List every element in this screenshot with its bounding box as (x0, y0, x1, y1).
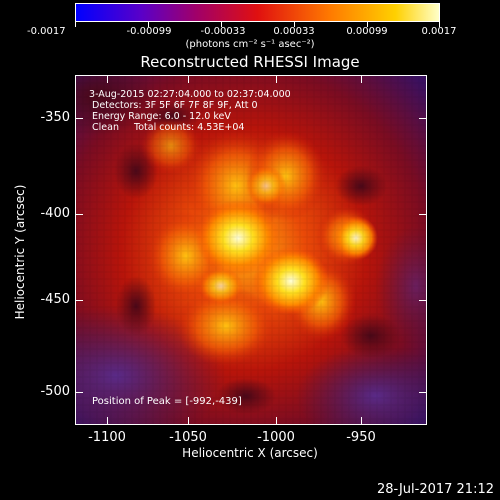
timestamp: 28-Jul-2017 21:12 (376, 482, 494, 497)
y-tick (75, 392, 83, 393)
y-tick-label: -500 (40, 384, 70, 399)
y-tick (75, 300, 83, 301)
x-tick (276, 417, 277, 425)
colorbar-tick (221, 22, 222, 27)
x-tick (107, 75, 108, 83)
x-tick-label: -950 (346, 430, 376, 445)
plot-title: Reconstructed RHESSI Image (140, 53, 360, 71)
rhessi-image (75, 75, 427, 425)
peak-position-annotation: Position of Peak = [-992,-439] (92, 396, 242, 407)
colorbar-gradient (76, 4, 439, 21)
clean-annotation: Clean Total counts: 4.53E+04 (92, 122, 245, 133)
y-axis-label: Heliocentric Y (arcsec) (13, 184, 27, 320)
colorbar-tick-label: 0.00033 (273, 26, 315, 37)
x-tick-label: -1000 (257, 430, 295, 445)
rhessi-heatmap (76, 76, 426, 424)
colorbar-tick (148, 22, 149, 27)
colorbar-units: (photons cm⁻² s⁻¹ asec⁻²) (185, 39, 315, 50)
y-tick-label: -400 (40, 206, 70, 221)
x-axis-label: Heliocentric X (arcsec) (182, 446, 318, 460)
y-tick-label: -450 (40, 292, 70, 307)
y-tick (419, 118, 427, 119)
colorbar-tick-label: -0.0017 (27, 26, 66, 37)
colorbar-tick (75, 22, 76, 27)
x-tick (188, 75, 189, 83)
colorbar-tick (294, 22, 295, 27)
x-tick (107, 417, 108, 425)
energy-range-annotation: Energy Range: 6.0 - 12.0 keV (92, 111, 231, 122)
y-tick (419, 214, 427, 215)
detectors-annotation: Detectors: 3F 5F 6F 7F 8F 9F, Att 0 (92, 100, 258, 111)
colorbar (75, 3, 440, 22)
colorbar-tick (439, 22, 440, 27)
y-tick (419, 392, 427, 393)
time-range-annotation: 3-Aug-2015 02:27:04.000 to 02:37:04.000 (86, 89, 291, 100)
y-tick (419, 300, 427, 301)
colorbar-tick-label: -0.00033 (200, 26, 246, 37)
colorbar-tick (367, 22, 368, 27)
y-tick (75, 118, 83, 119)
colorbar-tick-label: 0.00099 (346, 26, 388, 37)
x-tick (361, 75, 362, 83)
colorbar-tick-label: -0.00099 (126, 26, 172, 37)
y-tick-label: -350 (40, 110, 70, 125)
x-tick (276, 75, 277, 83)
x-tick (188, 417, 189, 425)
x-tick (361, 417, 362, 425)
x-tick-label: -1050 (169, 430, 207, 445)
y-tick (75, 214, 83, 215)
colorbar-tick-label: 0.0017 (421, 26, 457, 37)
x-tick-label: -1100 (88, 430, 126, 445)
